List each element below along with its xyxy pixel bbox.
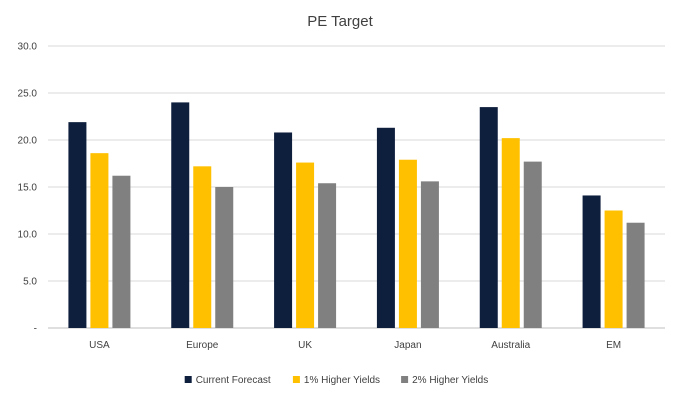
bar (274, 132, 293, 328)
gridlines (48, 45, 665, 329)
y-tick-label: 30.0 (18, 42, 38, 53)
bar (398, 159, 417, 328)
y-tick-label: 25.0 (18, 89, 38, 100)
y-tick-label: 15.0 (18, 183, 38, 194)
x-category-label: Australia (491, 340, 530, 351)
bar (604, 210, 623, 328)
legend: Current Forecast 1% Higher Yields 2% Highe… (184, 375, 488, 386)
bar (479, 107, 498, 328)
legend-swatch (184, 376, 192, 383)
legend-label: 1% Higher Yields (304, 375, 380, 386)
chart-title: PE Target (307, 13, 373, 30)
y-tick-label: 20.0 (18, 136, 38, 147)
bar (90, 153, 109, 328)
bar (626, 222, 645, 328)
bar (296, 162, 315, 328)
x-axis-categories: USA Europe UK Japan Australia EM (89, 340, 621, 351)
bar (420, 181, 439, 328)
bar (376, 127, 395, 328)
bar (318, 183, 337, 328)
y-axis-ticks: - 5.0 10.0 15.0 20.0 25.0 30.0 (18, 42, 38, 335)
bar (112, 175, 131, 328)
x-category-label: EM (606, 340, 621, 351)
bars (68, 102, 645, 329)
x-category-label: Japan (394, 340, 421, 351)
x-category-label: Europe (186, 340, 219, 351)
legend-swatch (401, 376, 409, 383)
bar (582, 195, 601, 328)
legend-swatch (292, 376, 300, 383)
bar (215, 187, 234, 328)
legend-label: Current Forecast (196, 375, 271, 386)
bar (68, 122, 87, 328)
legend-label: 2% Higher Yields (412, 375, 488, 386)
y-tick-label: 5.0 (23, 277, 37, 288)
bar (523, 161, 542, 328)
bar (501, 138, 520, 328)
x-category-label: UK (298, 340, 312, 351)
x-category-label: USA (89, 340, 110, 351)
bar (171, 102, 190, 329)
y-tick-label: 10.0 (18, 230, 38, 241)
y-tick-label: - (34, 324, 37, 335)
bar (193, 166, 212, 328)
